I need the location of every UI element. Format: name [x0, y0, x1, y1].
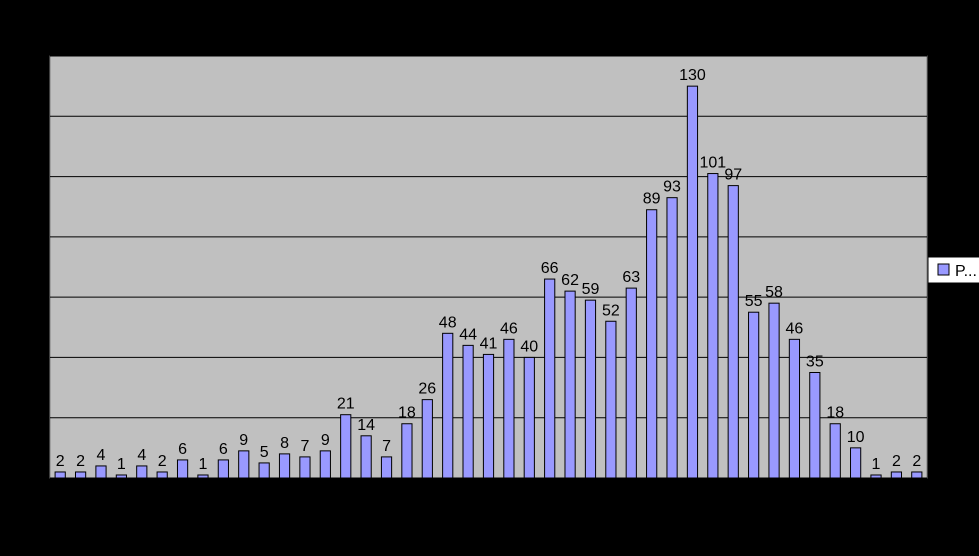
data-label: 63 — [622, 269, 640, 286]
legend-swatch — [937, 263, 950, 276]
bar — [829, 423, 841, 479]
data-label: 7 — [382, 438, 391, 455]
data-label: 1 — [199, 456, 208, 473]
gridlines — [50, 55, 927, 419]
data-label: 101 — [699, 155, 726, 172]
data-label: 46 — [786, 320, 804, 337]
bar — [238, 450, 250, 479]
data-label: 48 — [439, 314, 457, 331]
bar — [136, 465, 148, 479]
data-label: 2 — [76, 453, 85, 470]
data-label: 41 — [480, 335, 498, 352]
data-label: 18 — [398, 405, 416, 422]
bar — [176, 459, 189, 479]
bar — [299, 456, 311, 479]
bar — [74, 471, 87, 479]
legend-box — [927, 256, 979, 284]
data-label: 62 — [561, 272, 579, 289]
data-label: 40 — [520, 338, 538, 355]
bar — [850, 447, 862, 479]
data-label: 52 — [602, 302, 620, 319]
data-label: 97 — [724, 167, 742, 184]
bar — [360, 435, 372, 479]
bar — [421, 399, 433, 479]
bar — [95, 465, 107, 479]
data-label: 2 — [912, 453, 921, 470]
bar — [54, 471, 66, 479]
data-label: 46 — [500, 320, 518, 337]
bar — [442, 332, 454, 479]
data-label: 4 — [97, 447, 106, 464]
bar — [258, 462, 270, 479]
data-label: 58 — [765, 284, 783, 301]
legend: P... — [927, 256, 979, 284]
data-label: 14 — [357, 417, 375, 434]
bar — [911, 471, 923, 479]
bar — [319, 450, 331, 479]
data-label: 1 — [117, 456, 126, 473]
bar — [707, 173, 719, 479]
bar — [523, 356, 535, 479]
bar — [666, 197, 678, 479]
data-label: 6 — [178, 441, 187, 458]
data-label: 130 — [679, 67, 706, 84]
data-label: 89 — [643, 191, 661, 208]
data-label: 66 — [541, 260, 559, 277]
bar — [788, 338, 801, 479]
bar — [686, 85, 699, 479]
data-label: 35 — [806, 354, 824, 371]
data-label: 4 — [137, 447, 146, 464]
bar — [278, 453, 291, 479]
bar — [156, 471, 168, 479]
data-label: 10 — [847, 429, 865, 446]
data-label: 44 — [459, 326, 477, 343]
bar — [544, 278, 556, 479]
data-label: 9 — [239, 432, 248, 449]
bar — [217, 459, 229, 479]
data-label: 59 — [582, 281, 600, 298]
bar — [748, 311, 760, 479]
data-label: 9 — [321, 432, 330, 449]
data-label: 7 — [300, 438, 309, 455]
bar — [380, 456, 393, 479]
bar — [646, 209, 658, 479]
data-label: 1 — [872, 456, 881, 473]
data-label: 2 — [892, 453, 901, 470]
bar — [625, 287, 637, 479]
bar — [340, 414, 352, 479]
data-label: 21 — [337, 396, 355, 413]
bar — [809, 372, 821, 479]
bar — [564, 290, 576, 479]
data-label: 18 — [826, 405, 844, 422]
data-label: 55 — [745, 293, 763, 310]
data-label: 93 — [663, 179, 681, 196]
bar — [584, 299, 597, 479]
bar — [462, 344, 474, 479]
data-label: 5 — [260, 444, 269, 461]
bar — [727, 185, 739, 479]
bar — [768, 302, 780, 479]
bar — [401, 423, 413, 479]
legend-label: P... — [955, 263, 977, 280]
bar — [503, 338, 515, 479]
bar — [605, 320, 617, 479]
data-label: 26 — [418, 381, 436, 398]
bar — [890, 471, 903, 479]
data-label: 2 — [158, 453, 167, 470]
data-label: 8 — [280, 435, 289, 452]
data-label: 2 — [56, 453, 65, 470]
data-label: 6 — [219, 441, 228, 458]
bar — [482, 353, 495, 479]
